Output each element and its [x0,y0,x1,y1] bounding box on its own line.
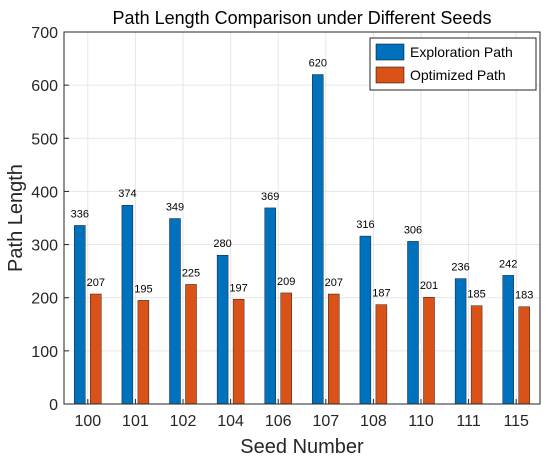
exploration-value-label: 620 [309,58,327,70]
optimized-bar [232,299,245,405]
bars [74,74,530,405]
x-tick-label: 110 [408,413,434,430]
y-tick-label: 100 [31,344,58,361]
exploration-value-label: 306 [404,224,422,236]
legend-swatch-exploration [375,43,405,61]
optimized-value-label: 207 [325,277,343,289]
y-tick-label: 400 [31,184,58,201]
exploration-bar [502,275,514,405]
optimized-value-label: 225 [182,267,200,279]
x-tick-label: 107 [312,413,339,430]
optimized-value-label: 195 [134,283,152,295]
optimized-bar [518,306,530,405]
optimized-bar [90,293,102,405]
x-tick-label: 108 [360,413,387,430]
optimized-bar [375,304,388,405]
plot-frame [63,31,541,405]
optimized-value-label: 187 [372,288,390,300]
exploration-bar [264,207,276,405]
optimized-value-label: 185 [467,289,485,301]
exploration-value-label: 316 [356,219,374,231]
exploration-value-label: 236 [451,262,469,274]
legend-swatch-optimized [375,66,405,84]
x-tick-label: 115 [503,413,529,430]
x-tick-label: 104 [217,413,244,430]
optimized-value-label: 183 [515,290,533,302]
optimized-bar [280,292,292,405]
exploration-bar [121,205,134,405]
exploration-value-label: 242 [499,258,517,270]
axis-ticks: 0 100 200 300 400 500 600 700 100 101 102 104 106 107… [31,25,529,430]
exploration-bar [216,254,229,405]
chart-title: Path Length Comparison under Different S… [113,8,492,28]
y-axis-title: Path Length [5,164,27,272]
optimized-bar [470,305,483,405]
optimized-value-label: 209 [277,276,295,288]
legend-label-optimized: Optimized Path [410,67,506,83]
exploration-value-label: 280 [213,238,231,250]
y-tick-label: 500 [31,131,58,148]
x-tick-label: 102 [170,413,197,430]
optimized-bar [423,296,435,405]
y-tick-label: 300 [31,238,58,255]
y-tick-label: 700 [31,25,58,42]
x-tick-label: 111 [456,413,480,430]
y-tick-label: 200 [31,291,58,308]
exploration-bar [169,218,181,405]
exploration-bar [74,225,86,405]
optimized-value-label: 201 [420,280,438,292]
exploration-value-label: 336 [71,208,89,220]
exploration-bar [454,278,467,405]
x-tick-label: 100 [74,413,101,430]
y-tick-label: 600 [31,78,58,95]
exploration-bar [359,235,372,405]
optimized-value-label: 207 [87,277,105,289]
exploration-bar [312,74,324,405]
optimized-value-label: 197 [229,282,247,294]
optimized-bar [137,300,150,405]
exploration-value-label: 349 [166,202,184,214]
optimized-bar [328,293,340,405]
x-tick-label: 106 [265,413,292,430]
legend-label-exploration: Exploration Path [410,44,513,60]
exploration-value-label: 369 [261,191,279,203]
legend: Exploration Path Optimized Path [369,37,537,91]
data-labels: 336 374 349 280 369 620 316 306 236 242 207 195 225 1… [71,58,534,302]
exploration-bar [407,241,419,405]
y-tick-label: 0 [49,397,58,414]
optimized-bar [185,284,197,405]
x-tick-label: 101 [122,413,149,430]
x-axis-title: Seed Number [240,436,364,458]
exploration-value-label: 374 [118,188,136,200]
